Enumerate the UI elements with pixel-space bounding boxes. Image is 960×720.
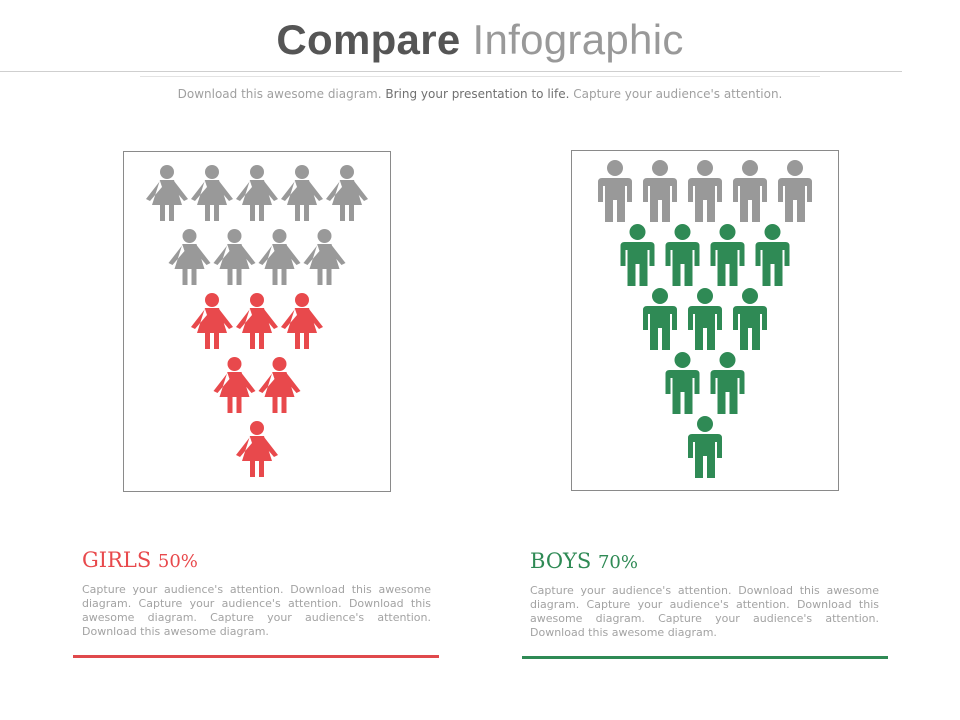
male-person-icon <box>665 352 700 414</box>
female-person-icon <box>213 357 256 413</box>
title-strong: Compare <box>276 16 461 63</box>
male-person-icon <box>620 224 655 286</box>
boys-pyramid <box>598 160 812 478</box>
female-person-icon <box>236 293 278 349</box>
girls-heading: GIRLS 50% <box>82 548 198 572</box>
boys-underline <box>522 656 888 659</box>
male-person-icon <box>778 160 812 222</box>
subtitle: Download this awesome diagram. Bring you… <box>0 87 960 101</box>
female-person-icon <box>191 293 233 349</box>
subtitle-part-2: Bring your presentation to life. <box>385 87 570 101</box>
male-person-icon <box>733 160 767 222</box>
female-person-icon <box>146 165 188 221</box>
boys-label: BOYS <box>530 549 592 573</box>
female-person-icon <box>258 229 301 285</box>
boys-heading: BOYS 70% <box>530 549 638 573</box>
female-person-icon <box>213 229 256 285</box>
female-person-icon <box>236 421 278 477</box>
male-person-icon <box>643 288 677 350</box>
boys-description: Capture your audience's attention. Downl… <box>530 584 879 639</box>
male-person-icon <box>688 416 722 478</box>
male-person-icon <box>665 224 700 286</box>
boys-percent: 70% <box>597 552 638 573</box>
female-person-icon <box>303 229 346 285</box>
female-person-icon <box>191 165 233 221</box>
male-person-icon <box>733 288 767 350</box>
page-title: Compare Infographic <box>0 16 960 64</box>
girls-label: GIRLS <box>82 548 152 572</box>
male-person-icon <box>688 160 722 222</box>
subtitle-part-1: Download this awesome diagram. <box>177 87 382 101</box>
male-person-icon <box>755 224 790 286</box>
title-light: Infographic <box>472 16 684 63</box>
girls-underline <box>73 655 439 658</box>
girls-description: Capture your audience's attention. Downl… <box>82 583 431 638</box>
subtitle-part-3: Capture your audience's attention. <box>573 87 783 101</box>
male-person-icon <box>598 160 632 222</box>
female-person-icon <box>168 229 211 285</box>
title-divider <box>0 71 902 72</box>
female-person-icon <box>326 165 368 221</box>
girls-pyramid <box>146 165 368 477</box>
male-person-icon <box>688 288 722 350</box>
male-person-icon <box>643 160 677 222</box>
male-person-icon <box>710 352 745 414</box>
girls-figure-panel <box>123 151 391 492</box>
male-person-icon <box>710 224 745 286</box>
female-person-icon <box>281 293 323 349</box>
female-person-icon <box>258 357 301 413</box>
title-divider-secondary <box>140 76 820 77</box>
girls-percent: 50% <box>157 551 198 572</box>
female-person-icon <box>281 165 323 221</box>
boys-figure-panel <box>571 150 839 491</box>
female-person-icon <box>236 165 278 221</box>
